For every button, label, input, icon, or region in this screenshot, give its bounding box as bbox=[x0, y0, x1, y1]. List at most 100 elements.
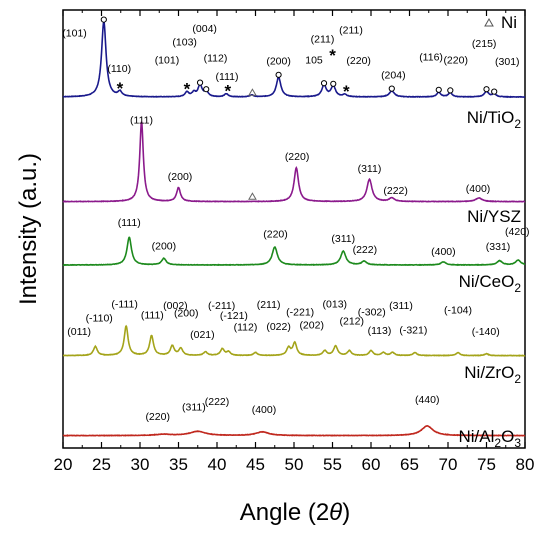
series-name-al2o3: Ni/Al2O3 bbox=[458, 427, 521, 450]
peak-label: (111) bbox=[141, 309, 164, 321]
x-tick-label: 20 bbox=[54, 455, 73, 474]
peak-label: (101) bbox=[155, 54, 180, 66]
peak-label: (013) bbox=[323, 299, 348, 311]
peak-label: (400) bbox=[431, 246, 456, 258]
x-tick-label: 40 bbox=[208, 455, 227, 474]
x-axis-label-suffix: ) bbox=[342, 499, 350, 526]
support-marker-star: * bbox=[117, 79, 124, 98]
tio2-marker-circle bbox=[196, 79, 204, 86]
peak-label: 105 bbox=[305, 54, 323, 66]
peak-label: (311) bbox=[331, 233, 355, 245]
x-tick-label: 35 bbox=[169, 455, 188, 474]
x-tick-label: 60 bbox=[362, 455, 381, 474]
peak-label: (204) bbox=[381, 69, 406, 81]
peak-label: (400) bbox=[252, 404, 277, 416]
ni-marker-triangle bbox=[248, 192, 257, 200]
support-marker-star: * bbox=[329, 46, 336, 65]
peak-label: (220) bbox=[346, 55, 371, 67]
peak-label: (211) bbox=[339, 24, 363, 36]
peak-label: (331) bbox=[486, 241, 511, 253]
peak-label: (440) bbox=[415, 394, 440, 406]
legend: Ni bbox=[484, 13, 517, 32]
peak-label: (113) bbox=[368, 325, 392, 337]
tio2-marker-circle bbox=[100, 16, 107, 23]
peak-label: (215) bbox=[472, 38, 497, 50]
tio2-marker-circle bbox=[320, 80, 328, 87]
peak-label: (212) bbox=[339, 315, 364, 327]
peak-label: (220) bbox=[285, 151, 310, 163]
x-tick-label: 30 bbox=[131, 455, 150, 474]
x-axis-label: Angle (2θ) bbox=[240, 499, 350, 526]
peak-label: (103) bbox=[172, 36, 197, 48]
peak-label: (311) bbox=[358, 163, 382, 175]
peak-label: (222) bbox=[205, 396, 230, 408]
peak-label: (202) bbox=[299, 320, 324, 332]
peak-label: (-211) bbox=[208, 300, 235, 312]
x-tick-label: 55 bbox=[323, 455, 342, 474]
support-marker-star: * bbox=[343, 82, 350, 101]
legend-triangle-icon bbox=[484, 17, 494, 27]
peak-label: (-221) bbox=[286, 306, 314, 318]
peak-label: (011) bbox=[67, 326, 91, 338]
series-name-ysz: Ni/YSZ bbox=[467, 207, 521, 226]
peak-label: (-111) bbox=[111, 299, 137, 311]
peak-label: (002) bbox=[163, 300, 188, 312]
tio2-marker-circle bbox=[203, 86, 210, 93]
peak-label: (400) bbox=[466, 183, 491, 195]
peak-label: (311) bbox=[389, 300, 413, 312]
ni-marker-triangle bbox=[248, 88, 257, 96]
peak-label: (301) bbox=[495, 56, 520, 68]
y-axis-label: Intensity (a.u.) bbox=[15, 153, 42, 305]
peak-label: (222) bbox=[383, 185, 408, 197]
peak-label: (200) bbox=[174, 308, 199, 320]
peak-label: (311) bbox=[182, 401, 206, 413]
peak-label: (211) bbox=[311, 33, 335, 45]
peak-label: (200) bbox=[168, 171, 193, 183]
series-line-ceo2 bbox=[62, 236, 526, 267]
tio2-marker-circle bbox=[447, 87, 454, 94]
support-marker-star: * bbox=[184, 80, 191, 99]
x-tick-label: 80 bbox=[516, 455, 535, 474]
peak-label: (110) bbox=[107, 63, 131, 75]
series-name-zro2: Ni/ZrO2 bbox=[464, 363, 521, 386]
peak-label: (116) bbox=[419, 51, 443, 63]
peak-label: (111) bbox=[118, 217, 141, 229]
x-tick-label: 70 bbox=[439, 455, 458, 474]
series-line-zro2 bbox=[62, 324, 526, 357]
peak-label: (-140) bbox=[472, 326, 500, 338]
plot-frame bbox=[62, 9, 526, 449]
peak-label: (211) bbox=[257, 299, 281, 311]
peak-label: (222) bbox=[353, 244, 378, 256]
tio2-marker-circle bbox=[491, 88, 498, 95]
legend-label: Ni bbox=[501, 13, 517, 32]
marker-layer: * * * * * bbox=[100, 16, 498, 200]
peak-label: (112) bbox=[234, 321, 258, 333]
tio2-marker-circle bbox=[330, 80, 337, 87]
series-line-al2o3 bbox=[62, 424, 526, 437]
peak-label: (112) bbox=[204, 53, 228, 65]
series-name-tio2: Ni/TiO2 bbox=[467, 108, 522, 131]
tio2-marker-circle bbox=[435, 86, 442, 93]
x-tick-label: 75 bbox=[477, 455, 496, 474]
axis-ticks: 20 25 30 35 40 45 50 55 60 65 70 75 80 bbox=[54, 10, 535, 474]
tio2-marker-circle bbox=[483, 86, 490, 93]
peak-label: (022) bbox=[266, 321, 291, 333]
x-axis-label-theta: θ bbox=[329, 499, 342, 526]
peak-label: (111) bbox=[130, 115, 153, 127]
x-tick-label: 50 bbox=[285, 455, 304, 474]
peak-label: (-104) bbox=[444, 305, 472, 317]
peak-label: (-321) bbox=[399, 324, 427, 336]
peak-label: (-121) bbox=[220, 310, 248, 322]
x-tick-label: 65 bbox=[400, 455, 419, 474]
x-axis-label-prefix: Angle (2 bbox=[240, 499, 329, 526]
peak-label: (220) bbox=[145, 411, 170, 423]
peak-label: (004) bbox=[192, 23, 217, 35]
peak-label: (200) bbox=[266, 56, 291, 68]
series-line-tio2 bbox=[62, 20, 526, 99]
support-marker-star: * bbox=[224, 81, 231, 100]
peak-label: (-302) bbox=[358, 306, 386, 318]
tio2-marker-circle bbox=[388, 85, 395, 92]
peak-label: (101) bbox=[62, 27, 87, 39]
series-name-ceo2: Ni/CeO2 bbox=[459, 272, 522, 295]
